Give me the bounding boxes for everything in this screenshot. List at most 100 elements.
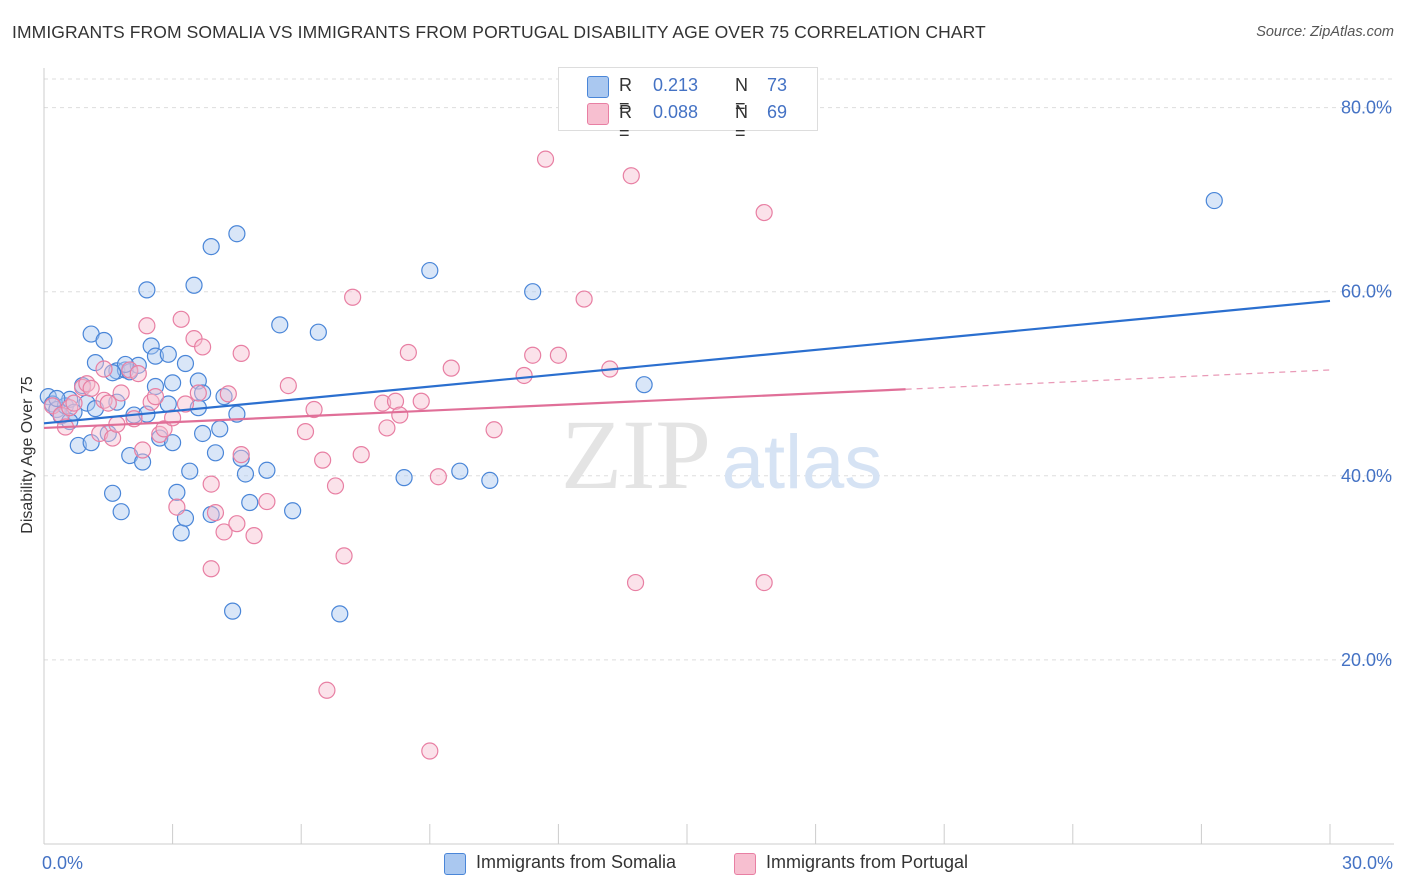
pink-data-point	[442, 359, 460, 377]
watermark-atlas: atlas	[722, 420, 883, 505]
blue-data-point	[309, 323, 327, 341]
pink-data-point	[305, 400, 323, 419]
blue-data-point	[635, 376, 653, 394]
blue-data-point	[69, 436, 87, 455]
blue-data-point	[133, 453, 152, 471]
pink-data-point	[378, 419, 396, 437]
blue-data-point	[236, 465, 255, 483]
pink-data-point	[279, 377, 297, 395]
blue-data-point	[481, 471, 499, 490]
y-axis-label: Disability Age Over 75	[19, 376, 36, 534]
blue-data-point	[202, 238, 220, 256]
pink-data-point	[755, 573, 773, 592]
pink-data-point	[112, 384, 130, 402]
blue-data-point	[185, 276, 203, 294]
pink-data-point	[121, 361, 139, 379]
axes	[43, 68, 1394, 845]
pink-data-point	[421, 742, 439, 760]
legend-r-value: 0.213	[653, 75, 699, 95]
blue-data-point	[421, 261, 439, 280]
pink-data-point	[412, 392, 430, 410]
pink-data-point	[549, 346, 568, 364]
pink-data-point	[245, 527, 263, 545]
legend-label-somalia: Immigrants from Somalia	[476, 852, 677, 872]
legend-r-value: 0.088	[653, 102, 699, 122]
blue-data-point	[95, 331, 113, 350]
legend-r-label: R =	[619, 75, 632, 116]
blue-data-point	[86, 353, 105, 372]
blue-data-point	[151, 429, 169, 447]
legend-swatch-blue	[444, 853, 466, 875]
pink-data-point	[296, 423, 315, 441]
blue-data-point	[103, 364, 122, 382]
blue-data-point	[228, 225, 246, 243]
pink-data-point	[536, 150, 555, 168]
blue-data-point	[164, 434, 182, 452]
pink-data-point	[95, 360, 113, 378]
pink-data-point	[318, 681, 336, 699]
blue-data-point	[168, 483, 186, 501]
blue-data-point	[524, 283, 542, 301]
pink-data-point	[189, 384, 207, 402]
pink-data-point	[232, 446, 250, 464]
pink-data-point	[194, 338, 212, 356]
legend-label-portugal: Immigrants from Portugal	[766, 852, 969, 872]
pink-data-point	[524, 346, 542, 364]
blue-data-point	[331, 605, 349, 623]
pink-data-point	[622, 167, 640, 185]
pink-data-point	[146, 388, 165, 406]
pink-data-point	[575, 290, 593, 308]
pink-data-point	[335, 547, 353, 565]
pink-data-point	[202, 475, 220, 493]
pink-data-point	[374, 394, 392, 412]
correlation-legend: R = 0.213 N = 73 R = 0.088 N = 69	[558, 67, 818, 143]
legend-r-label: R =	[619, 102, 632, 143]
pink-data-point	[172, 310, 190, 328]
blue-data-point	[146, 377, 165, 396]
pink-data-point	[219, 385, 237, 403]
blue-data-point	[194, 384, 212, 402]
pink-data-point	[352, 446, 370, 464]
blue-data-point	[241, 493, 259, 512]
pink-data-point	[228, 515, 246, 533]
pink-data-point	[485, 421, 503, 439]
pink-data-point	[43, 397, 62, 415]
blue-data-point	[206, 444, 225, 462]
blue-data-point	[211, 420, 229, 438]
blue-data-point	[194, 424, 212, 443]
blue-data-point	[142, 337, 160, 355]
blue-data-point	[146, 347, 165, 365]
blue-data-point	[176, 354, 195, 373]
pink-data-point	[176, 395, 195, 413]
blue-trend-line	[43, 299, 1331, 425]
pink-data-point	[326, 477, 345, 495]
pink-data-point	[133, 441, 152, 459]
pink-data-point	[129, 365, 147, 383]
pink-data-point	[138, 317, 156, 335]
blue-data-point	[112, 503, 130, 521]
blue-data-point	[181, 462, 199, 480]
pink-data-point	[391, 406, 409, 424]
legend-n-value: 69	[767, 102, 788, 122]
pink-data-point	[202, 560, 220, 578]
blue-data-point	[258, 461, 276, 479]
pink-data-point	[99, 394, 117, 412]
pink-data-point	[82, 379, 100, 397]
blue-data-point	[108, 393, 126, 411]
blue-data-point	[82, 434, 100, 452]
y-tick-label: 20.0%	[1341, 650, 1392, 670]
pink-data-point	[515, 366, 533, 385]
blue-data-point	[232, 449, 250, 467]
x-tick-label: 30.0%	[1342, 853, 1393, 873]
pink-trend-line	[43, 388, 906, 430]
blue-data-point	[138, 281, 156, 299]
source-credit: Source: ZipAtlas.com	[1256, 24, 1394, 40]
legend-swatch-pink	[587, 103, 609, 125]
pink-data-point	[626, 573, 645, 592]
series-pink	[43, 150, 773, 760]
pink-data-point	[314, 451, 332, 469]
pink-data-point	[215, 523, 233, 541]
pink-data-point	[399, 343, 417, 362]
pink-data-point	[103, 429, 122, 447]
pink-trend-extension	[905, 369, 1331, 390]
